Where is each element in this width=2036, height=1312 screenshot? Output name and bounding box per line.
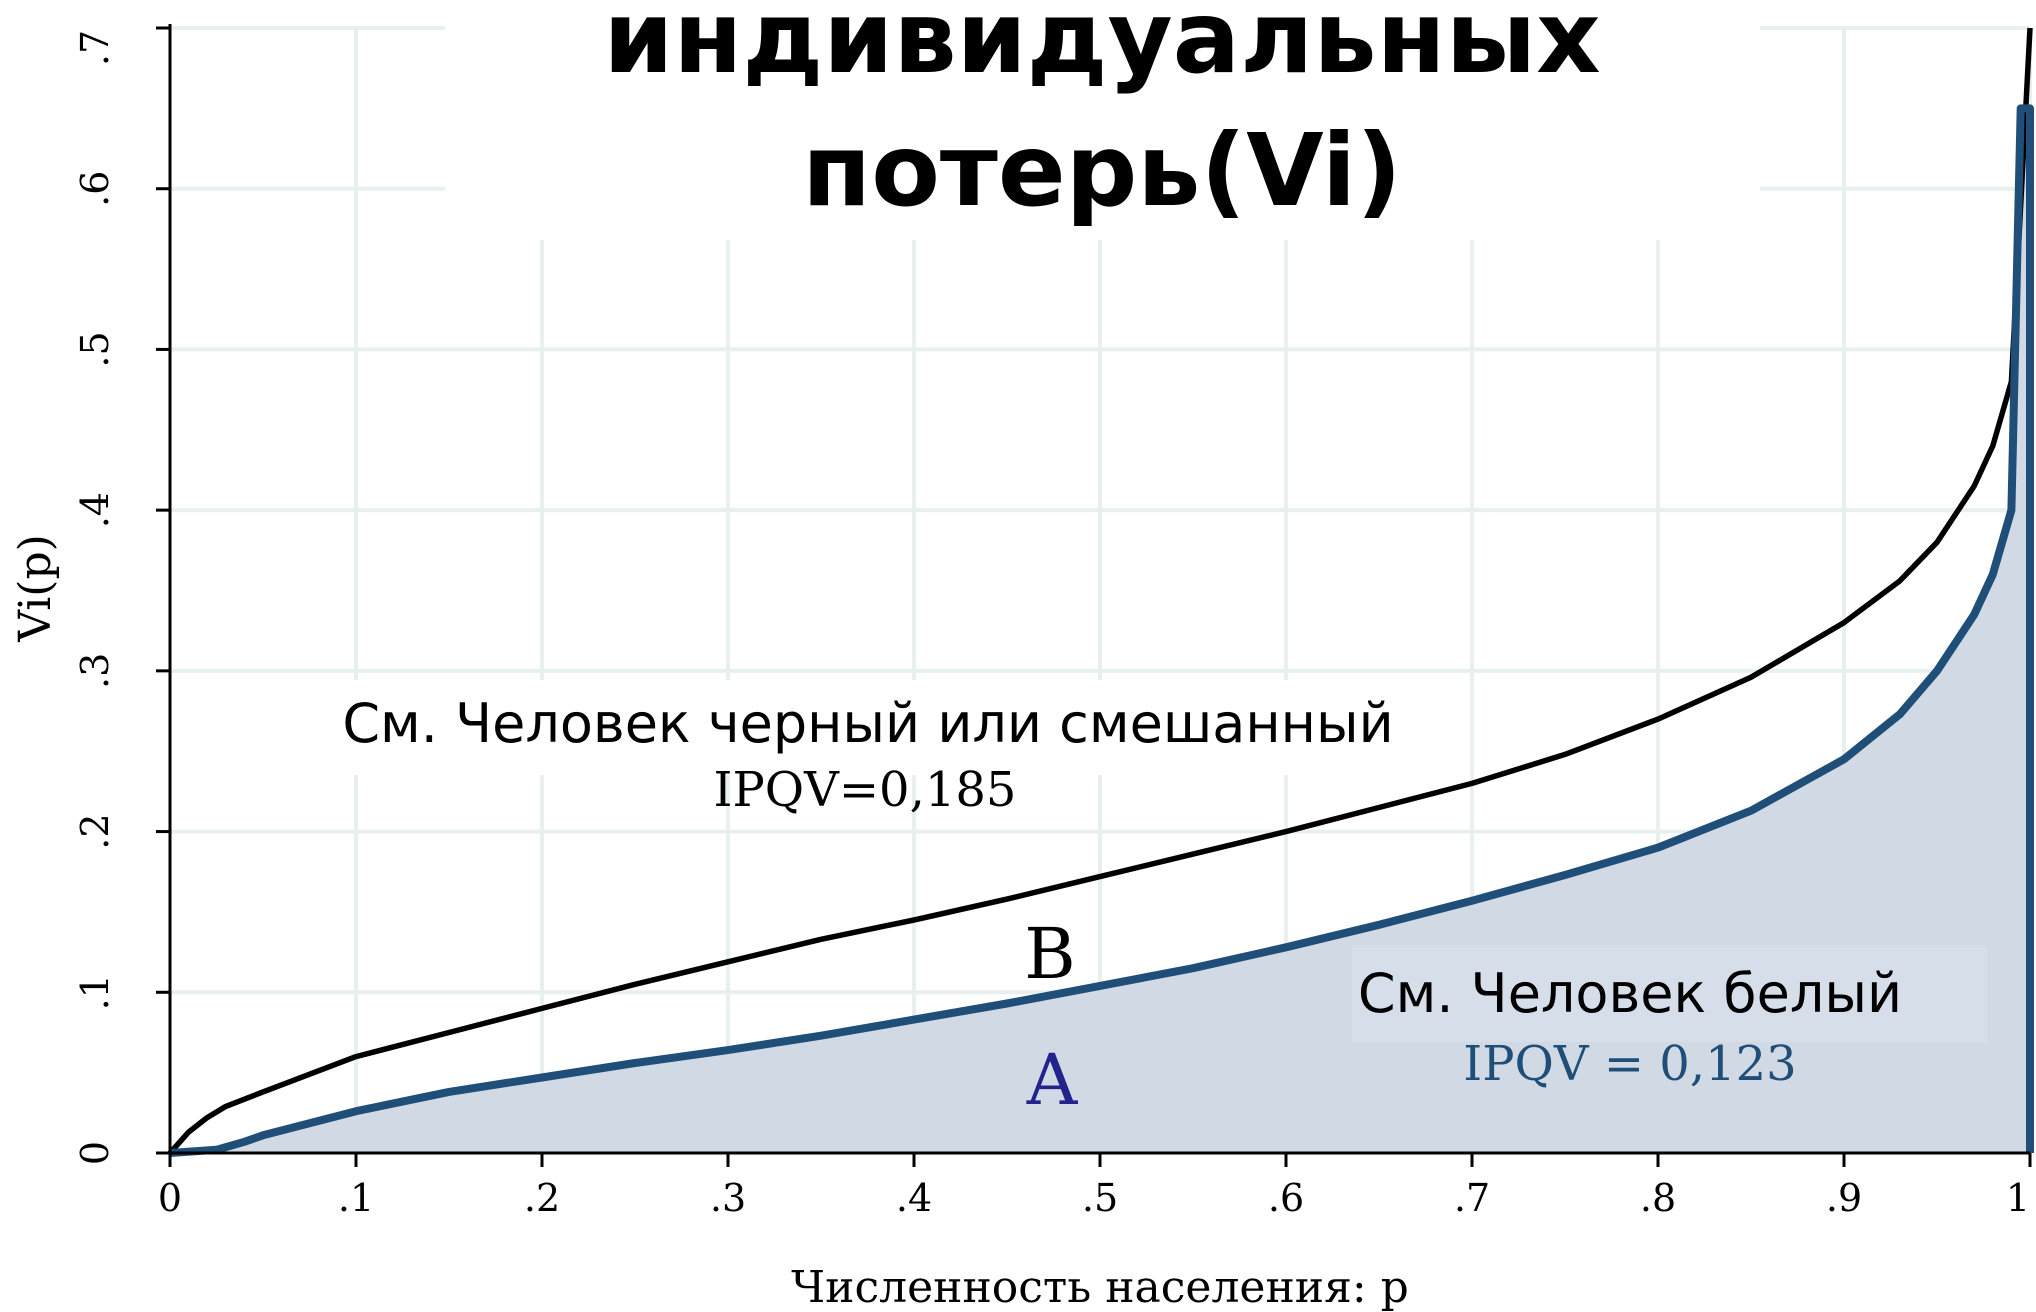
y-tick-label: .2 <box>73 813 117 849</box>
x-tick-label: .6 <box>1268 1176 1304 1220</box>
region-a-label: A <box>1026 1039 1079 1121</box>
x-tick-label: .9 <box>1826 1176 1862 1220</box>
chart-title-line-1: индивидуальных <box>603 0 1600 96</box>
y-tick-label: .5 <box>73 331 117 367</box>
lines-layer <box>167 27 2034 1157</box>
white-series-ipqv: IPQV = 0,123 <box>1463 1036 1796 1092</box>
series-area-white <box>170 108 2030 1153</box>
white-label-box <box>1352 945 1987 1042</box>
x-tick-label: .8 <box>1640 1176 1676 1220</box>
white-series-label: См. Человек белый <box>1358 962 1902 1025</box>
black-label-backdrop <box>320 680 1430 775</box>
chart-title-line-2: потерь(Vi) <box>802 112 1402 229</box>
x-tick-label: 1 <box>2006 1176 2030 1220</box>
tick-labels: 0 .1 .2 .3 .4 .5 .6 .7 .8 .9 1 0 .1 .2 .3 .4 .5 .6 .7 <box>73 30 2030 1220</box>
series-line-black <box>167 27 2033 1155</box>
y-tick-label: .6 <box>73 171 117 207</box>
y-tick-label: .7 <box>73 30 117 66</box>
title-backdrop <box>445 0 1760 240</box>
y-tick-label: .4 <box>73 492 117 528</box>
x-tick-label: 0 <box>158 1176 182 1220</box>
y-tick-label: .3 <box>73 653 117 689</box>
y-tick-label: .1 <box>73 974 117 1010</box>
x-tick-label: .7 <box>1454 1176 1490 1220</box>
y-axis-title: Vi(p) <box>10 534 61 643</box>
y-tick-label: 0 <box>73 1141 117 1165</box>
black-series-ipqv: IPQV=0,185 <box>714 762 1017 818</box>
area-layer <box>170 108 2030 1153</box>
axes <box>156 24 2032 1167</box>
x-tick-label: .3 <box>710 1176 746 1220</box>
x-tick-label: .5 <box>1082 1176 1118 1220</box>
x-tick-label: .1 <box>338 1176 374 1220</box>
region-b-label: B <box>1024 913 1075 995</box>
x-axis-title: Численность населения: p <box>791 1262 1409 1312</box>
series-line-white <box>169 104 2034 1157</box>
x-tick-label: .2 <box>524 1176 560 1220</box>
x-tick-label: .4 <box>896 1176 932 1220</box>
black-series-label: См. Человек черный или смешанный <box>342 692 1393 755</box>
